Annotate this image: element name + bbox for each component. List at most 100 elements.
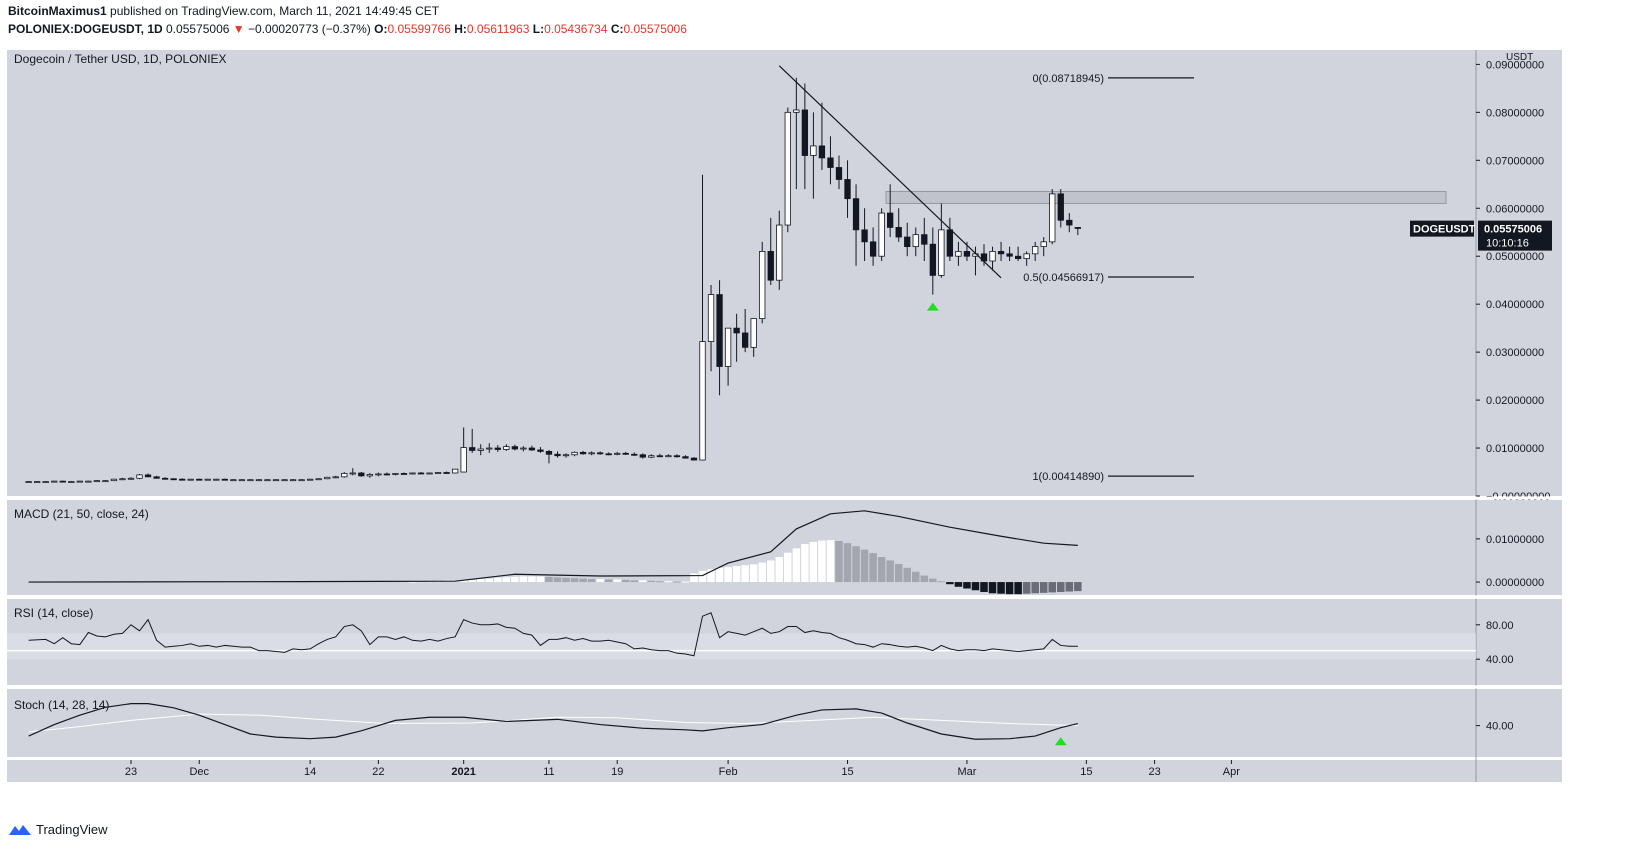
candle-body [102, 480, 109, 483]
candle-body [238, 479, 246, 482]
macd-histogram-bar [536, 576, 545, 583]
candle [520, 446, 527, 452]
candle [187, 478, 194, 481]
candle [34, 481, 41, 484]
candle [793, 77, 800, 190]
candle [861, 208, 868, 262]
y-tick-label: 0.06000000 [1486, 203, 1544, 215]
macd-histogram-bar [408, 581, 417, 583]
candle-body [622, 452, 629, 455]
candle-body [127, 477, 135, 480]
candle-body [213, 478, 220, 481]
candle-body [255, 479, 263, 482]
candle-body [477, 448, 484, 451]
candle-body [1057, 193, 1064, 221]
rsi-tick-label: 40.00 [1486, 654, 1514, 666]
macd-axis [1476, 500, 1562, 595]
macd-histogram-bar [963, 582, 971, 589]
time-axis [7, 760, 1562, 782]
candle-body [1049, 193, 1056, 243]
low-value: 0.05436734 [544, 22, 608, 36]
candle [306, 478, 314, 481]
macd-histogram-bar [877, 557, 886, 583]
candle-body [494, 447, 501, 450]
candle [835, 155, 843, 190]
candle-body [835, 167, 843, 180]
candle-body [34, 481, 41, 484]
candle [614, 451, 621, 456]
macd-histogram-bar [476, 579, 485, 583]
candle-body [912, 234, 919, 248]
candle [844, 160, 851, 218]
candle [102, 480, 109, 483]
macd-histogram-bar [1005, 582, 1014, 595]
x-tick-label: 22 [372, 766, 384, 778]
candle-body [793, 109, 800, 113]
candle [1006, 246, 1013, 262]
close-label: C: [610, 22, 624, 36]
macd-histogram-bar [860, 549, 869, 583]
candle-body [324, 476, 331, 480]
candle-body [904, 236, 911, 248]
candle-body [707, 294, 715, 342]
candle-body [597, 452, 604, 455]
candle [434, 472, 442, 474]
macd-histogram-bar [698, 570, 707, 583]
macd-histogram-bar [894, 563, 903, 583]
macd-histogram-bar [1048, 582, 1057, 593]
candle-body [68, 481, 75, 484]
candle-body [93, 480, 101, 483]
candle [818, 102, 826, 170]
candle [742, 308, 749, 353]
candle [579, 450, 587, 455]
candle-body [887, 212, 894, 228]
candle [605, 452, 612, 456]
price-tag-value: 0.05575006 [1484, 224, 1542, 236]
candle-body [341, 473, 348, 478]
published-text: published on TradingView.com, March 11, … [110, 4, 440, 18]
rsi-tick-label: 80.00 [1486, 620, 1514, 632]
candle [588, 451, 595, 456]
candle-body [665, 455, 672, 458]
y-tick-label: 0.08000000 [1486, 107, 1544, 119]
candle-body [1032, 246, 1039, 255]
macd-histogram-bar [604, 579, 613, 583]
high-value: 0.05611963 [466, 22, 530, 36]
candle [298, 479, 305, 482]
candle [631, 452, 638, 456]
candle [332, 475, 339, 479]
candle-body [366, 474, 373, 477]
candle [324, 476, 331, 480]
candle [887, 184, 894, 238]
candle [656, 453, 664, 458]
macd-histogram-bar [664, 581, 673, 583]
macd-histogram-bar [749, 564, 758, 583]
macd-histogram-bar [502, 577, 511, 583]
candle-body [545, 450, 553, 455]
macd-histogram-bar [843, 543, 852, 583]
footer-brand[interactable]: TradingView [8, 822, 108, 837]
macd-histogram-bar [886, 560, 894, 583]
candle-body [801, 109, 809, 156]
candle [247, 479, 254, 482]
candle [690, 457, 698, 461]
candle-body [161, 477, 169, 480]
candle [443, 471, 450, 474]
candle-body [51, 480, 58, 483]
candle-body [537, 449, 544, 452]
candle-body [247, 479, 254, 482]
candle-body [409, 472, 416, 475]
macd-histogram-bar [732, 566, 741, 583]
publisher-name[interactable]: BitcoinMaximus1 [8, 4, 107, 18]
macd-histogram-bar [545, 576, 553, 583]
candle [110, 478, 118, 482]
macd-histogram-bar [741, 565, 749, 583]
candle-body [383, 473, 391, 476]
macd-histogram-bar [468, 579, 476, 583]
macd-histogram-bar [570, 578, 579, 583]
candle-body [443, 472, 450, 474]
candle-body [520, 447, 527, 450]
macd-tick-label: 0.00000000 [1486, 577, 1544, 589]
candle-body [1014, 255, 1022, 260]
